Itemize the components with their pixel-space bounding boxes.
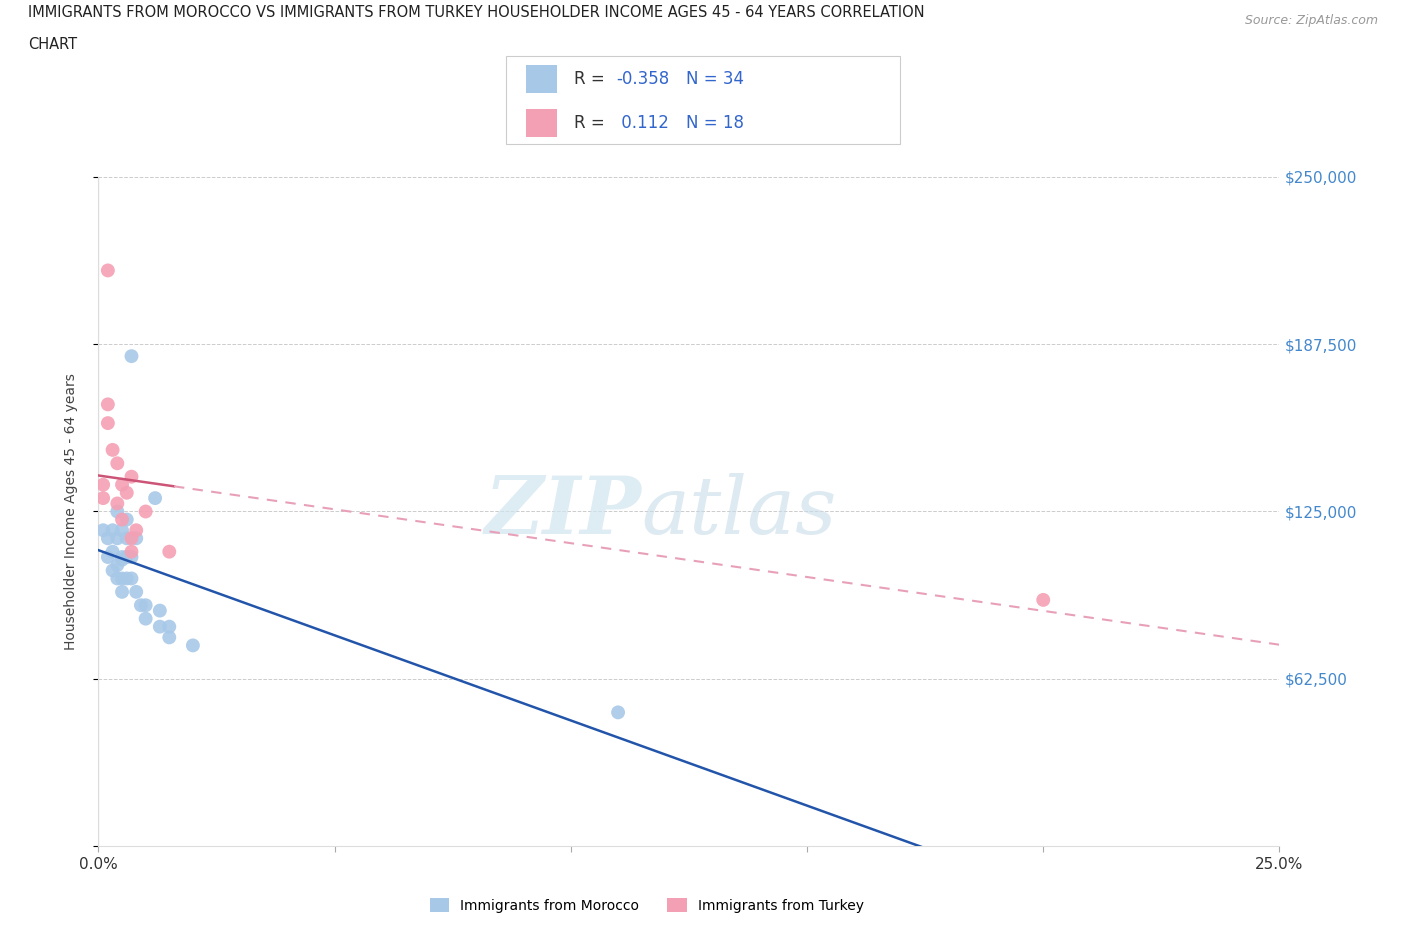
Text: Source: ZipAtlas.com: Source: ZipAtlas.com [1244, 14, 1378, 27]
Point [111, 477, 134, 492]
Point [121, 571, 143, 586]
Text: CHART: CHART [28, 37, 77, 52]
Text: ZIP: ZIP [485, 472, 641, 551]
Point [111, 512, 134, 527]
Point [91, 477, 114, 492]
Text: N = 18: N = 18 [686, 113, 744, 132]
Point [115, 485, 138, 500]
Point [607, 705, 630, 720]
Point [91, 491, 114, 506]
Point [125, 523, 148, 538]
Point [157, 544, 180, 559]
Point [97, 550, 120, 565]
Point [101, 544, 124, 559]
Point [111, 552, 134, 567]
Text: atlas: atlas [641, 472, 837, 551]
Point [143, 491, 166, 506]
Point [105, 531, 128, 546]
Point [157, 619, 180, 634]
Point [121, 470, 143, 485]
Point [115, 571, 138, 586]
Point [97, 263, 120, 278]
Point [111, 584, 134, 599]
Point [105, 571, 128, 586]
Text: N = 34: N = 34 [686, 70, 744, 88]
Point [105, 456, 128, 471]
Point [111, 571, 134, 586]
Point [105, 496, 128, 511]
Y-axis label: Householder Income Ages 45 - 64 years: Householder Income Ages 45 - 64 years [63, 373, 77, 650]
Point [121, 544, 143, 559]
Point [111, 550, 134, 565]
Point [101, 523, 124, 538]
Point [91, 523, 114, 538]
Point [101, 443, 124, 458]
Point [135, 611, 157, 626]
Point [121, 531, 143, 546]
Point [135, 504, 157, 519]
Text: 0.112: 0.112 [616, 113, 669, 132]
Point [97, 531, 120, 546]
Point [101, 563, 124, 578]
Text: R =: R = [574, 70, 610, 88]
Point [97, 416, 120, 431]
Point [135, 598, 157, 613]
Point [121, 550, 143, 565]
Point [111, 523, 134, 538]
Point [125, 584, 148, 599]
Point [115, 531, 138, 546]
Text: -0.358: -0.358 [616, 70, 669, 88]
Point [149, 619, 172, 634]
Point [181, 638, 204, 653]
Point [1032, 592, 1054, 607]
Point [97, 397, 120, 412]
Point [129, 598, 152, 613]
Text: R =: R = [574, 113, 610, 132]
Point [125, 531, 148, 546]
Text: IMMIGRANTS FROM MOROCCO VS IMMIGRANTS FROM TURKEY HOUSEHOLDER INCOME AGES 45 - 6: IMMIGRANTS FROM MOROCCO VS IMMIGRANTS FR… [28, 5, 925, 20]
Point [157, 630, 180, 644]
Legend: Immigrants from Morocco, Immigrants from Turkey: Immigrants from Morocco, Immigrants from… [425, 893, 869, 919]
Point [121, 349, 143, 364]
Point [115, 550, 138, 565]
Point [105, 504, 128, 519]
Point [115, 512, 138, 527]
Point [105, 558, 128, 573]
Point [149, 604, 172, 618]
